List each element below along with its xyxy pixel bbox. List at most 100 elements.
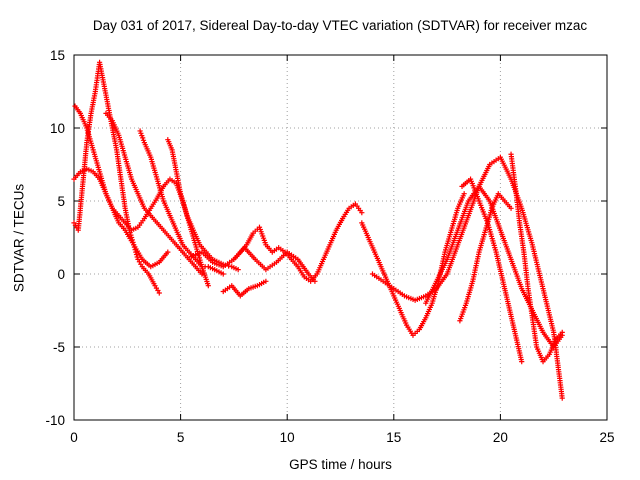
data-markers-fill [424,302,434,319]
x-tick-label: 0 [70,430,78,445]
data-markers-fill [405,324,415,336]
data-markers-fill [517,222,527,253]
data-markers-fill [296,258,310,275]
data-markers-fill [309,273,318,283]
data-markers-fill [169,178,177,185]
data-point [508,205,514,211]
data-point [235,267,241,273]
data-point [461,191,467,197]
data-markers-fill [123,229,136,246]
data-markers-fill [207,265,216,272]
data-series-arc-f [71,166,211,289]
data-markers-fill [489,156,501,166]
data-markers-fill [166,139,174,151]
data-series-arc-k [369,154,565,401]
data-markers-fill [455,200,471,231]
y-axis-label: SDTVAR / TECUs [11,183,27,293]
data-markers-fill [303,275,312,283]
data-series-arc-c [103,110,205,277]
data-markers-fill [547,339,558,355]
data-markers-fill [80,142,90,187]
data-markers-fill [530,317,539,348]
data-point [559,329,565,335]
data-markers-fill [158,251,169,264]
data-markers-fill [424,280,439,304]
data-markers-fill [169,149,179,173]
data-markers-fill [198,244,208,253]
data-markers-fill [461,178,472,188]
data-markers-fill [181,251,191,261]
data-markers-fill [252,226,260,234]
data-markers-fill [470,251,482,282]
data-markers-fill [141,265,150,275]
data-markers-fill [73,171,82,180]
data-markers-fill [541,288,556,333]
data-markers-fill [136,193,146,209]
data-markers-fill [525,288,535,319]
data-markers-fill [494,251,507,290]
data-markers-fill [502,288,516,326]
data-markers-fill [243,246,257,261]
data-markers-fill [290,258,299,268]
data-markers-fill [101,83,111,107]
data-markers-fill [456,193,466,209]
data-markers-fill [174,229,185,246]
data-point [263,278,269,284]
data-markers-fill [414,294,427,302]
data-markers-fill [468,178,481,202]
data-markers-fill [254,258,267,271]
data-markers-fill [458,302,469,322]
data-markers-fill [162,229,171,239]
data-markers-fill [445,229,460,260]
data-markers-fill [278,246,286,254]
data-markers-fill [79,167,88,174]
data-markers-fill [123,156,134,180]
data-markers-fill [180,200,192,224]
data-markers-fill [174,183,185,202]
data-markers-fill [354,203,363,214]
data-markers-fill [239,287,250,297]
data-markers-fill [530,244,546,289]
data-markers-fill [91,149,102,173]
data-markers-fill [265,261,277,271]
y-tick-label: 10 [50,121,65,136]
data-markers-fill [328,229,338,246]
data-markers-fill [88,91,98,114]
data-markers-fill [477,200,490,224]
data-markers-fill [552,334,564,348]
data-markers-fill [75,186,85,231]
data-markers-fill [142,142,153,158]
data-markers-fill [366,237,377,253]
data-markers-fill [541,331,555,348]
data-point [519,359,525,365]
y-tick-label: 5 [57,194,65,209]
data-markers-fill [149,197,159,209]
data-markers-fill [271,246,280,254]
data-markers-fill [148,156,160,180]
data-markers-fill [477,185,491,202]
data-markers-fill [162,178,171,188]
data-markers-fill [141,258,152,268]
data-markers-fill [150,260,160,269]
data-markers-fill [434,258,449,282]
data-markers-fill [84,127,96,151]
data-markers-fill [132,244,144,260]
data-point [165,249,171,255]
data-markers-fill [264,244,274,253]
data-markers-fill [116,134,128,158]
data-markers-fill [248,283,258,291]
data-markers-fill [156,222,165,231]
data-markers-fill [200,266,211,287]
data-point [359,210,365,216]
data-markers-fill [212,260,224,269]
x-tick-label: 10 [280,430,295,445]
data-series-arc-n [508,151,565,365]
data-markers-fill [455,215,471,246]
data-markers-fill [117,214,127,224]
x-tick-label: 15 [386,430,401,445]
data-markers-fill [509,258,524,290]
y-tick-label: -5 [53,340,65,355]
data-markers-fill [138,130,147,143]
